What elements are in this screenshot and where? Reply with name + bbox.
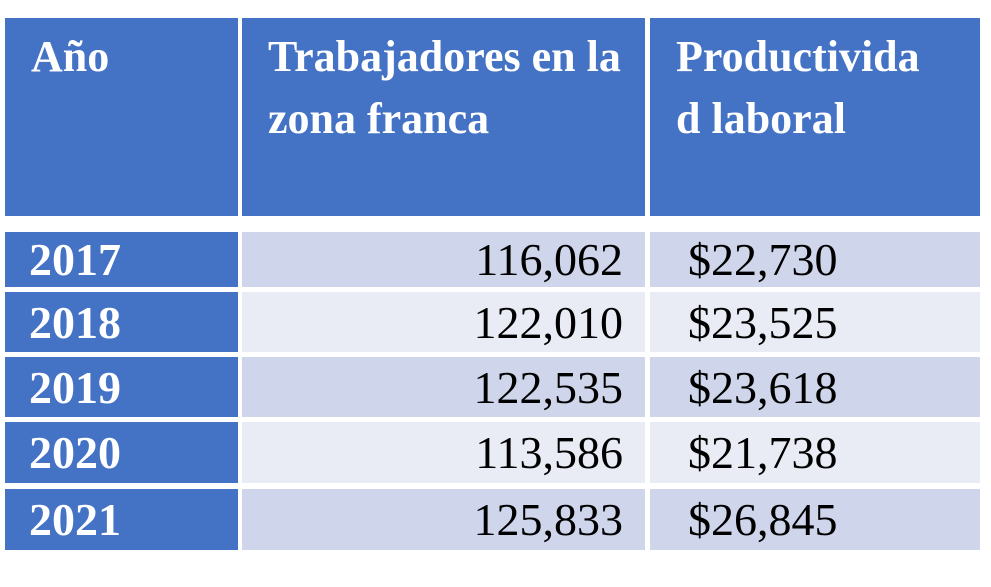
year-cell: 2021: [5, 489, 238, 550]
data-cell: 122,535: [242, 357, 645, 417]
data-cell: $23,525: [650, 292, 980, 352]
data-cell: 125,833: [242, 489, 645, 550]
data-cell: 116,062: [242, 232, 645, 287]
data-cell: 113,586: [242, 422, 645, 483]
year-cell: 2020: [5, 422, 238, 483]
year-cell: 2018: [5, 292, 238, 352]
header-cell: Trabajadores en la zona franca: [242, 18, 645, 216]
data-cell: $23,618: [650, 357, 980, 417]
data-cell: $21,738: [650, 422, 980, 483]
data-cell: $26,845: [650, 489, 980, 550]
year-cell: 2019: [5, 357, 238, 417]
header-cell: Productividad laboral: [650, 18, 980, 216]
year-cell: 2017: [5, 232, 238, 287]
header-cell: Año: [5, 18, 238, 216]
data-cell: 122,010: [242, 292, 645, 352]
data-cell: $22,730: [650, 232, 980, 287]
